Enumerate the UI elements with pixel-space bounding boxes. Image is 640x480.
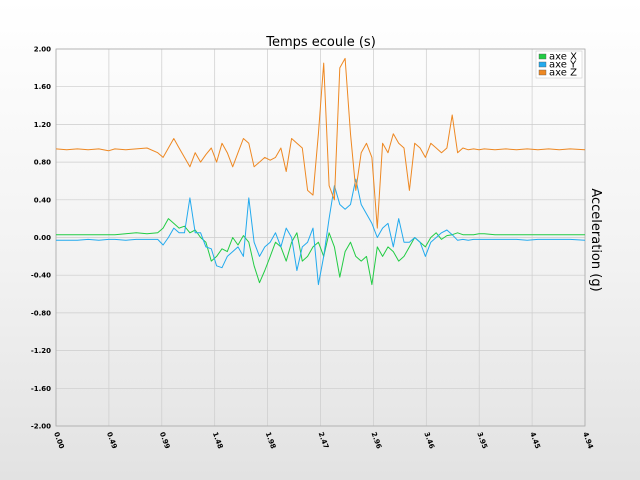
legend-entry-label: axe Y	[549, 60, 577, 71]
x-tick-labels: 0.00 0.49 0.99 1.48 1.98 2.47 2.96 3.46 3.95 4.45…	[52, 431, 594, 450]
legend-swatch	[538, 53, 547, 60]
series-line-axe-z	[55, 57, 586, 229]
legend-swatch	[538, 69, 547, 76]
y-tick-label: 0.00	[34, 234, 51, 242]
x-tick-label: 1.98	[264, 431, 277, 450]
legend-entry-label: axe X	[549, 52, 577, 63]
x-tick-label: 0.00	[52, 431, 65, 450]
y-tick-labels: 2.00 1.60 1.20 0.80 0.40 0.00 -0.40 -0.80 -1.20 -…	[31, 46, 51, 431]
x-tick-label: 2.96	[370, 431, 383, 450]
series-line-axe-x	[56, 218, 585, 286]
y-tick-label: -0.40	[31, 272, 51, 280]
x-tick-label: 3.95	[475, 431, 488, 450]
y-tick-label: -1.20	[31, 347, 51, 355]
legend-entry-label: axe Z	[549, 68, 577, 79]
y-tick-label: 0.80	[34, 159, 51, 167]
x-tick-label: 2.47	[317, 431, 330, 450]
y-axis-label: Acceleration (g)	[588, 188, 603, 291]
x-tick-label: 4.45	[528, 431, 541, 450]
x-tick-label: 0.99	[158, 431, 171, 450]
x-tick-label: 3.46	[422, 431, 435, 450]
y-tick-label: -0.80	[31, 309, 51, 317]
y-tick-label: 0.40	[34, 196, 51, 204]
chart-title: Temps ecoule (s)	[265, 35, 376, 50]
x-tick-label: 1.48	[211, 431, 224, 450]
y-tick-label: -1.60	[31, 385, 51, 393]
series-line-axe-y	[56, 178, 586, 286]
y-tick-label: -2.00	[31, 423, 51, 431]
y-tick-label: 1.60	[34, 83, 51, 91]
plot-frame	[55, 48, 586, 427]
x-tick-label: 4.94	[581, 431, 594, 450]
y-tick-label: 1.20	[34, 121, 51, 129]
x-tick-label: 0.49	[105, 431, 118, 450]
plot-border	[55, 48, 586, 427]
y-tick-label: 2.00	[34, 46, 51, 54]
legend-swatch	[538, 61, 547, 68]
series-lines	[55, 57, 586, 286]
